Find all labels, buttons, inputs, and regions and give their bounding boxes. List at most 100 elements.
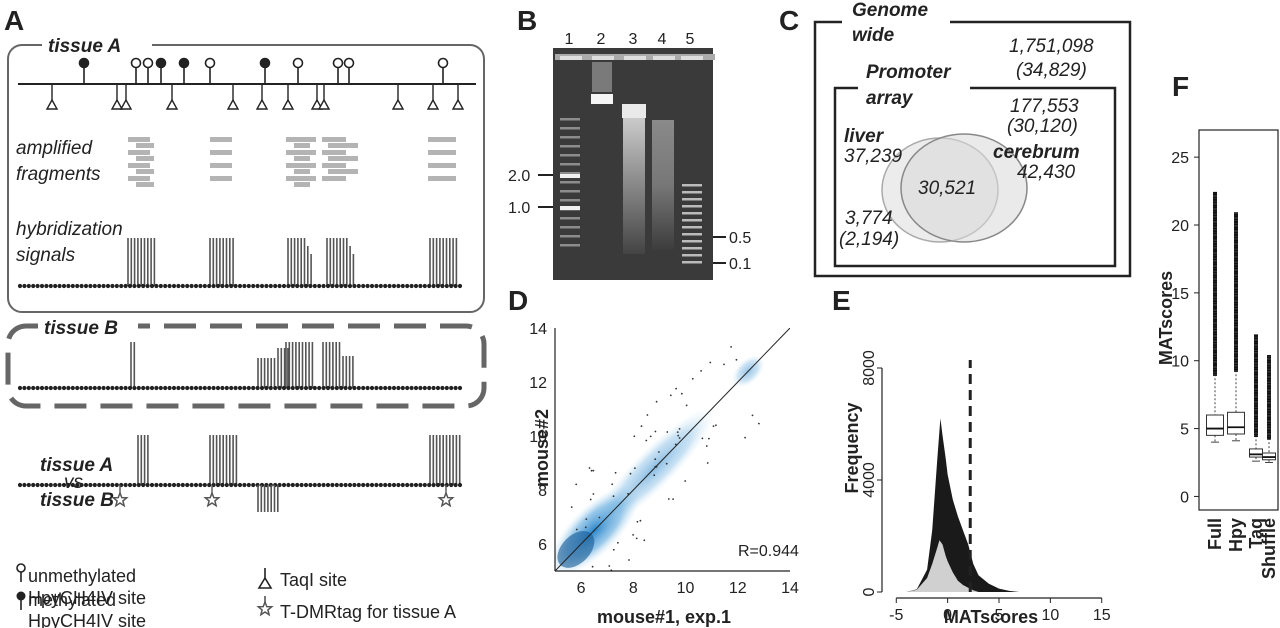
probe-dot bbox=[39, 283, 45, 289]
f-outlier bbox=[1213, 227, 1217, 230]
probe-dot bbox=[295, 283, 300, 289]
probe-dot bbox=[347, 385, 353, 391]
marker-left-1: 1.0 bbox=[508, 200, 530, 217]
promoter-label-1: Promoter bbox=[866, 62, 952, 83]
f-outlier bbox=[1213, 208, 1217, 210]
f-outlier bbox=[1234, 352, 1238, 354]
histogram-full bbox=[906, 418, 1020, 592]
f-outlier bbox=[1267, 405, 1271, 408]
f-outlier bbox=[1213, 204, 1217, 207]
f-outlier bbox=[1234, 280, 1238, 283]
f-outlier bbox=[1254, 337, 1258, 340]
f-outlier bbox=[1213, 314, 1217, 316]
f-outlier bbox=[1213, 358, 1217, 360]
tdmr-star-icon bbox=[203, 490, 221, 508]
probe-dot bbox=[92, 482, 97, 488]
probe-dot bbox=[383, 385, 388, 391]
probe-dot bbox=[110, 482, 115, 488]
f-y-tick-label: 25 bbox=[1171, 150, 1189, 167]
probe-dot bbox=[101, 482, 106, 488]
probe-dot bbox=[361, 482, 366, 488]
probe-dot bbox=[356, 283, 361, 289]
probe-dot bbox=[378, 385, 383, 391]
e-y-tick-label: 4000 bbox=[861, 462, 878, 498]
fragment-bar bbox=[428, 137, 456, 142]
probe-dot bbox=[259, 385, 265, 391]
unmethylated-site-icon bbox=[130, 57, 142, 69]
probe-dot bbox=[141, 482, 146, 488]
scatter-point bbox=[611, 483, 614, 486]
probe-dot bbox=[229, 482, 234, 488]
probe-dot bbox=[215, 283, 221, 289]
liver-label: liver bbox=[844, 126, 885, 147]
probe-dot bbox=[149, 385, 155, 391]
f-outlier bbox=[1234, 358, 1238, 361]
probe-dot bbox=[114, 482, 119, 488]
probe-dot bbox=[422, 385, 427, 391]
f-outlier bbox=[1267, 395, 1271, 398]
f-outlier bbox=[1213, 331, 1217, 334]
f-outlier bbox=[1267, 387, 1271, 390]
scatter-point bbox=[635, 537, 638, 540]
f-outlier bbox=[1234, 267, 1238, 270]
scatter-point bbox=[676, 431, 679, 433]
f-outlier bbox=[1213, 257, 1217, 259]
f-outlier bbox=[1213, 349, 1217, 352]
f-outlier bbox=[1267, 402, 1271, 404]
f-outlier bbox=[1213, 203, 1217, 205]
f-outlier bbox=[1234, 283, 1238, 286]
tdmr-star-icon bbox=[111, 490, 129, 508]
probe-dot bbox=[92, 283, 97, 289]
probe-dot bbox=[141, 385, 146, 391]
methylated-site-icon bbox=[78, 57, 90, 69]
probe-dot bbox=[132, 283, 137, 289]
probe-dot bbox=[193, 482, 199, 488]
probe-dot bbox=[149, 482, 155, 488]
tissue-a-title: tissue A bbox=[48, 36, 121, 57]
probe-dot bbox=[422, 482, 427, 488]
f-outlier bbox=[1234, 357, 1238, 359]
f-outlier bbox=[1234, 331, 1238, 333]
f-outlier bbox=[1234, 327, 1238, 330]
f-outlier bbox=[1213, 361, 1217, 363]
probe-dot bbox=[321, 385, 326, 391]
lane3-band bbox=[622, 104, 646, 118]
f-outlier bbox=[1213, 362, 1217, 365]
probe-dot bbox=[431, 385, 436, 391]
probe-dot bbox=[132, 482, 137, 488]
probe-dot bbox=[229, 283, 234, 289]
f-outlier bbox=[1254, 347, 1258, 350]
scatter-point bbox=[645, 439, 648, 442]
probe-dot bbox=[79, 482, 84, 488]
f-outlier bbox=[1267, 382, 1271, 385]
probe-dot bbox=[237, 482, 243, 488]
fragment-bar bbox=[286, 150, 316, 155]
probe-dot bbox=[365, 385, 370, 391]
probe-dot bbox=[435, 385, 441, 391]
probe-dot bbox=[374, 283, 379, 289]
f-outlier bbox=[1234, 347, 1238, 350]
probe-dot bbox=[457, 482, 463, 488]
f-outlier bbox=[1234, 368, 1238, 371]
probe-dot bbox=[330, 283, 335, 289]
e-y-tick-label: 8000 bbox=[861, 350, 878, 386]
probe-dot bbox=[207, 385, 212, 391]
probe-dot bbox=[440, 283, 445, 289]
legend-methylated-1: methylated bbox=[28, 590, 116, 610]
lane5-band bbox=[682, 198, 702, 201]
f-outlier bbox=[1213, 356, 1217, 358]
f-outlier bbox=[1234, 235, 1238, 237]
probe-dot bbox=[308, 385, 313, 391]
probe-dot bbox=[158, 482, 163, 488]
lane4-smear bbox=[652, 120, 674, 250]
f-outlier bbox=[1213, 266, 1217, 269]
scatter-point bbox=[585, 518, 588, 520]
f-outlier bbox=[1234, 274, 1238, 276]
f-outlier bbox=[1234, 226, 1238, 229]
probe-dot bbox=[378, 482, 383, 488]
f-outlier bbox=[1267, 426, 1271, 429]
probe-dot bbox=[356, 385, 361, 391]
f-outlier bbox=[1254, 384, 1258, 387]
probe-dot bbox=[233, 385, 238, 391]
f-outlier bbox=[1213, 287, 1217, 290]
